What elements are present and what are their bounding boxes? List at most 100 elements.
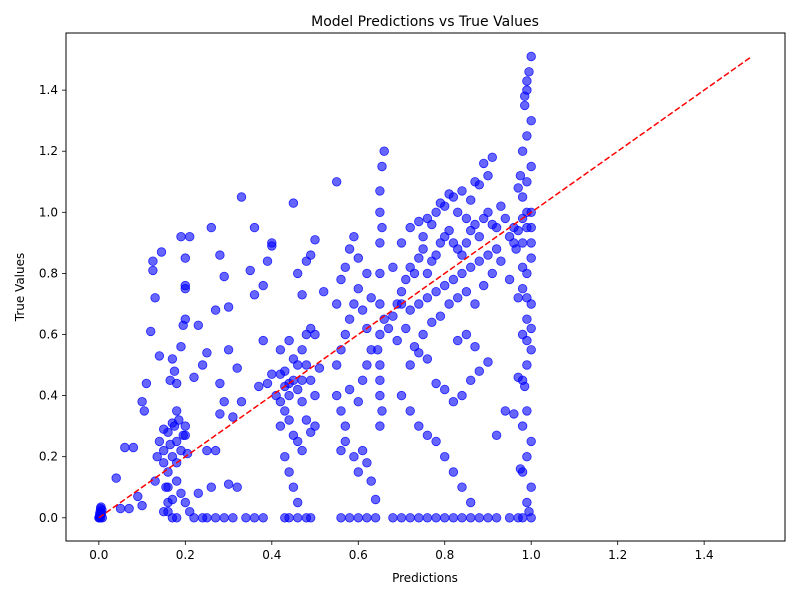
data-point — [241, 513, 251, 523]
data-point — [466, 262, 476, 273]
data-point — [375, 360, 385, 370]
data-point — [401, 323, 411, 334]
data-point — [431, 436, 441, 447]
data-point — [344, 244, 355, 254]
data-point — [158, 507, 169, 517]
data-point — [288, 482, 299, 492]
data-point — [137, 500, 147, 511]
data-point — [228, 412, 238, 422]
data-point — [440, 513, 450, 523]
data-point — [435, 311, 446, 321]
data-point — [517, 421, 528, 431]
data-point — [163, 467, 173, 477]
data-point — [414, 421, 424, 431]
data-point — [310, 421, 320, 431]
data-point — [470, 219, 480, 230]
data-point — [418, 329, 428, 340]
data-point — [517, 192, 528, 202]
data-point — [219, 271, 229, 282]
data-point — [189, 372, 199, 383]
data-point — [215, 378, 225, 389]
data-point — [202, 445, 212, 456]
data-point — [375, 329, 385, 340]
data-point — [357, 445, 368, 456]
data-point — [165, 439, 175, 450]
data-point — [258, 335, 268, 346]
plot-frame — [65, 32, 786, 542]
data-point — [414, 348, 424, 358]
data-point — [520, 381, 530, 392]
data-point — [249, 513, 260, 523]
data-point — [483, 170, 493, 181]
data-point — [310, 235, 320, 245]
data-point — [357, 305, 368, 315]
data-point — [457, 186, 467, 196]
data-point — [526, 115, 536, 126]
data-point — [375, 299, 385, 309]
data-point — [496, 256, 506, 266]
data-point — [524, 67, 534, 77]
y-tick-label: 0.6 — [39, 328, 58, 342]
data-point — [275, 369, 286, 379]
data-point — [414, 253, 424, 263]
data-point — [139, 406, 150, 416]
data-point — [332, 360, 342, 370]
data-point — [219, 513, 229, 523]
data-point — [379, 146, 389, 156]
data-point — [249, 222, 260, 233]
data-point — [522, 335, 532, 346]
data-point — [171, 378, 182, 389]
data-point — [461, 238, 472, 248]
data-point — [176, 488, 186, 499]
data-point — [336, 445, 346, 456]
data-point — [319, 287, 329, 297]
data-point — [491, 513, 502, 523]
data-point — [474, 231, 485, 242]
data-point — [377, 406, 387, 416]
data-point — [513, 183, 523, 193]
data-point — [448, 397, 459, 407]
data-point — [435, 198, 446, 208]
data-point — [517, 262, 528, 273]
data-point — [388, 513, 398, 523]
data-point — [483, 250, 493, 260]
data-point — [448, 274, 459, 285]
data-point — [422, 268, 433, 279]
data-point — [405, 513, 415, 523]
data-point — [457, 482, 467, 492]
data-point — [526, 222, 536, 233]
data-point — [431, 287, 441, 297]
data-point — [202, 513, 212, 523]
data-point — [293, 436, 303, 447]
data-point — [453, 293, 463, 303]
data-point — [349, 299, 359, 309]
data-point — [297, 345, 307, 355]
data-point — [418, 244, 428, 254]
data-point — [284, 467, 294, 477]
data-point — [487, 268, 498, 279]
data-point — [474, 366, 485, 376]
data-point — [284, 390, 294, 401]
x-tick-label: 0.8 — [435, 548, 454, 562]
x-tick-label: 1.4 — [695, 548, 714, 562]
data-point — [517, 284, 528, 294]
data-point — [228, 513, 238, 523]
data-point — [466, 497, 476, 508]
data-point — [487, 152, 498, 163]
data-point — [418, 231, 428, 242]
data-point — [522, 497, 532, 508]
data-point — [232, 482, 242, 492]
data-point — [232, 363, 242, 373]
data-points — [94, 51, 536, 523]
data-point — [288, 198, 299, 208]
data-point — [431, 513, 441, 523]
data-point — [353, 284, 364, 294]
data-point — [422, 513, 433, 523]
data-point — [362, 513, 372, 523]
data-point — [375, 375, 385, 386]
data-point — [466, 513, 476, 523]
data-point — [444, 299, 454, 309]
data-point — [375, 268, 385, 279]
data-point — [522, 406, 532, 416]
data-point — [431, 378, 441, 389]
